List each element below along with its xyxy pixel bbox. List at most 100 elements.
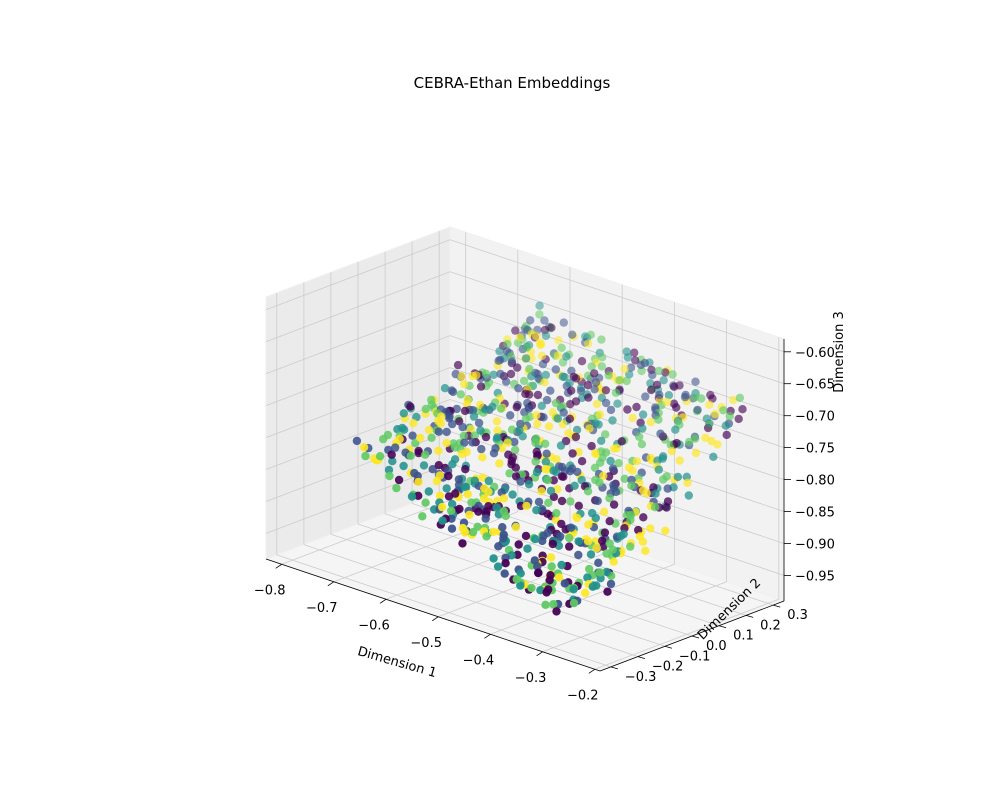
- data-point: [511, 522, 521, 532]
- data-point: [557, 472, 567, 481]
- data-point: [591, 513, 600, 523]
- data-point: [583, 573, 592, 582]
- data-point: [541, 370, 550, 380]
- data-point: [627, 475, 636, 485]
- data-point: [461, 465, 470, 474]
- data-point: [421, 450, 430, 459]
- data-point: [599, 471, 608, 480]
- data-point: [597, 436, 606, 445]
- data-point: [409, 419, 418, 428]
- data-point: [385, 471, 394, 481]
- axis-ticks: −0.8−0.7−0.6−0.5−0.4−0.3−0.2−0.3−0.2−0.1…: [254, 346, 835, 704]
- data-point: [604, 371, 613, 380]
- data-point: [543, 475, 552, 485]
- data-point: [521, 354, 531, 363]
- data-point: [506, 411, 515, 420]
- data-point: [534, 568, 543, 578]
- data-point: [565, 542, 574, 551]
- data-point: [637, 440, 647, 449]
- data-point: [552, 509, 561, 518]
- data-point: [395, 434, 404, 444]
- data-point: [542, 395, 552, 405]
- z-gridline-back: [449, 399, 785, 512]
- data-point: [500, 569, 509, 578]
- data-point: [516, 581, 525, 590]
- x-tick-mark: [379, 598, 387, 604]
- data-point: [551, 365, 560, 374]
- data-point: [497, 444, 506, 453]
- data-point: [393, 425, 402, 434]
- data-point: [482, 507, 491, 516]
- data-point: [595, 410, 605, 419]
- data-point: [690, 434, 700, 443]
- data-point: [639, 513, 648, 522]
- data-point: [468, 406, 478, 415]
- data-point: [408, 431, 417, 440]
- y-tick-mark: [664, 645, 673, 649]
- data-point: [608, 545, 617, 554]
- data-point: [394, 475, 404, 485]
- data-point: [496, 369, 505, 379]
- data-point: [569, 598, 579, 608]
- data-point: [641, 546, 650, 555]
- data-point: [672, 403, 681, 412]
- data-point: [571, 397, 581, 406]
- data-point: [416, 433, 425, 443]
- data-point: [670, 382, 679, 391]
- z-gridline-left: [265, 367, 451, 438]
- data-point: [573, 467, 582, 477]
- data-point: [595, 568, 605, 577]
- data-point: [537, 340, 546, 349]
- data-point: [478, 453, 487, 462]
- data-point: [411, 439, 420, 448]
- data-point: [613, 399, 622, 408]
- data-point: [560, 579, 569, 588]
- data-point: [593, 496, 602, 506]
- data-point: [458, 539, 467, 548]
- data-point: [495, 347, 504, 356]
- data-point: [463, 395, 472, 405]
- data-point: [488, 402, 497, 411]
- data-point: [532, 411, 541, 420]
- data-point: [557, 343, 566, 352]
- data-point: [606, 579, 616, 589]
- data-point: [559, 318, 568, 327]
- data-point: [492, 417, 502, 426]
- data-point: [468, 438, 477, 447]
- data-point: [419, 461, 429, 470]
- data-point: [567, 386, 576, 395]
- data-point: [592, 399, 602, 409]
- z-gridline-back: [449, 303, 785, 417]
- data-point: [541, 600, 550, 609]
- data-point: [576, 386, 586, 395]
- data-point: [421, 404, 430, 414]
- data-point: [631, 356, 640, 365]
- data-point: [524, 390, 534, 399]
- data-point: [583, 487, 593, 496]
- data-point: [448, 460, 457, 469]
- data-point: [648, 370, 657, 380]
- data-point: [584, 339, 593, 348]
- data-point: [406, 451, 415, 460]
- data-point: [614, 459, 623, 468]
- data-point: [734, 414, 743, 424]
- z-gridline-left: [265, 239, 451, 311]
- data-point: [577, 357, 587, 366]
- data-point: [489, 554, 498, 563]
- data-point: [450, 443, 460, 452]
- data-point: [646, 524, 655, 533]
- data-point: [615, 376, 624, 385]
- data-point: [526, 316, 535, 325]
- data-point: [533, 562, 542, 571]
- data-point: [574, 537, 583, 546]
- data-point: [512, 575, 521, 584]
- data-point: [571, 374, 581, 383]
- data-point: [591, 378, 601, 387]
- data-point: [622, 376, 631, 386]
- data-point: [542, 449, 551, 458]
- data-point: [577, 475, 586, 485]
- data-point: [606, 456, 615, 466]
- data-point: [566, 497, 575, 506]
- data-point: [468, 527, 478, 537]
- data-point: [602, 549, 611, 558]
